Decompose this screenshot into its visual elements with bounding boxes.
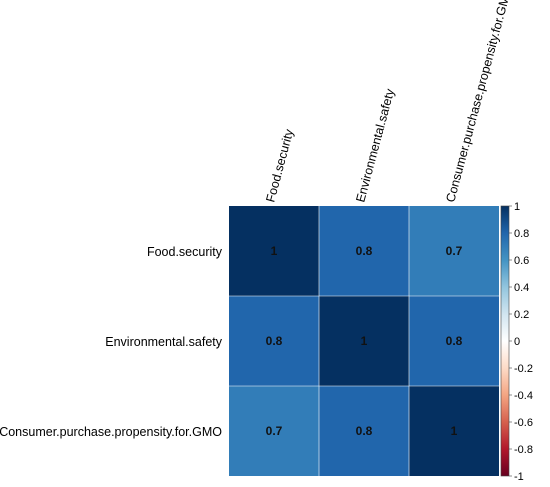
heatmap-cell <box>319 206 409 296</box>
column-label: Consumer.purchase.propensity.for.GMO <box>443 0 514 204</box>
colorbar-tick-label: -0.2 <box>514 363 533 375</box>
cell-value-label: 1 <box>451 424 458 438</box>
colorbar-tick-label: -0.6 <box>514 417 533 429</box>
colorbar-gradient <box>500 205 510 477</box>
column-label: Food.security <box>263 127 296 204</box>
colorbar-tick-label: 0.6 <box>514 255 529 267</box>
colorbar-tick-label: -0.8 <box>514 444 533 456</box>
colorbar-tick-label: 0 <box>514 336 520 348</box>
color-legend: 1 0.8 0.6 0.4 0.2 0 -0.2 -0.4 -0.6 -0.8 -1 <box>500 201 533 483</box>
colorbar-tick-label: 0.8 <box>514 228 529 240</box>
column-labels: Food.security Environmental.safety Consume… <box>263 0 514 204</box>
cell-value-label: 0.7 <box>446 244 463 258</box>
cell-value-label: 0.8 <box>446 334 463 348</box>
heatmap-cell <box>319 296 409 386</box>
colorbar-tick-label: 0.4 <box>514 282 529 294</box>
heatmap-cell <box>409 386 499 476</box>
cell-value-label: 0.8 <box>356 424 373 438</box>
column-label: Environmental.safety <box>353 87 397 204</box>
heatmap-cell <box>409 206 499 296</box>
colorbar-tick-label: 0.2 <box>514 309 529 321</box>
colorbar-tick-label: 1 <box>514 201 520 213</box>
cell-value-label: 0.7 <box>266 424 283 438</box>
row-label: Food.security <box>147 245 223 259</box>
heatmap-cells <box>229 206 499 476</box>
cell-value-label: 1 <box>361 334 368 348</box>
row-label: Consumer.purchase.propensity.for.GMO <box>0 425 222 439</box>
row-label: Environmental.safety <box>105 335 222 349</box>
heatmap-cell <box>319 386 409 476</box>
colorbar-tick-label: -1 <box>514 471 524 483</box>
heatmap-cell <box>409 296 499 386</box>
heatmap-cell <box>229 206 319 296</box>
cell-value-label: 0.8 <box>356 244 373 258</box>
row-labels: Food.security Environmental.safety Consume… <box>0 245 223 439</box>
heatmap-cell-labels: 1 0.8 0.7 0.8 1 0.8 0.7 0.8 1 <box>266 244 463 438</box>
colorbar-tick-label: -0.4 <box>514 390 533 402</box>
heatmap-cell <box>229 386 319 476</box>
heatmap-cell <box>229 296 319 386</box>
cell-value-label: 1 <box>271 244 278 258</box>
cell-value-label: 0.8 <box>266 334 283 348</box>
